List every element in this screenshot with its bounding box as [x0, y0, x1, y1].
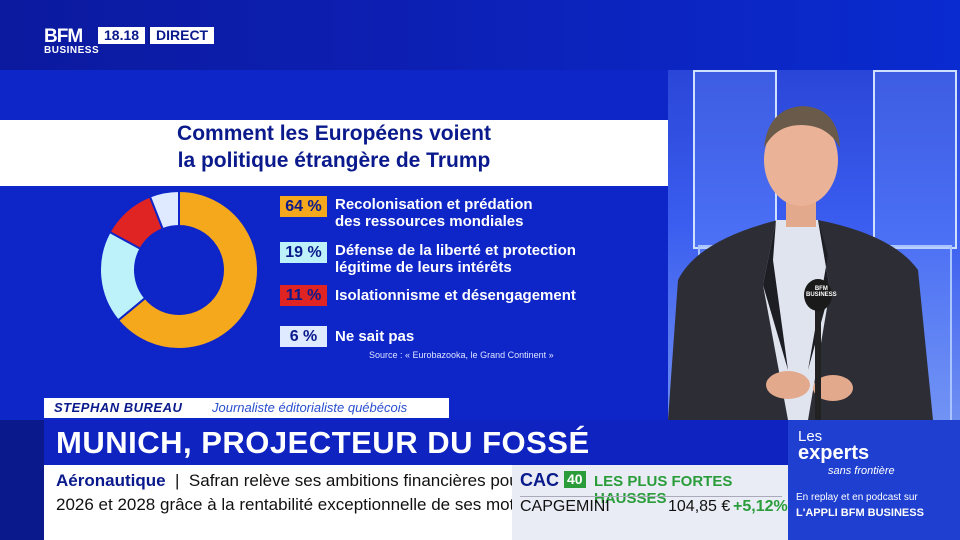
news-ticker: Aéronautique | Safran relève ses ambitio…	[44, 465, 594, 540]
promo-line-3: sans frontière	[828, 465, 895, 477]
legend-percent-badge: 64 %	[280, 196, 327, 217]
market-section-title: LES PLUS FORTES HAUSSES	[594, 473, 733, 507]
legend-percent-badge: 19 %	[280, 242, 327, 263]
chart-title-line-1: Comment les Européens voient	[177, 122, 491, 145]
market-stock-price: 104,85 €	[668, 498, 731, 515]
market-stock-name: CAPGEMINI	[520, 498, 610, 515]
market-box: CAC 40 LES PLUS FORTES HAUSSES CAPGEMINI…	[512, 465, 788, 540]
legend-label-line-1: Recolonisation et prédation	[335, 196, 533, 213]
promo-line-5: L'APPLI BFM BUSINESS	[796, 507, 924, 519]
chart-title-line-2: la politique étrangère de Trump	[177, 149, 491, 172]
legend-label: Ne sait pas	[335, 328, 595, 345]
market-index-number: 40	[564, 471, 586, 488]
legend-label: Recolonisation et prédation des ressource…	[335, 196, 595, 230]
legend-label-line-2: légitime de leurs intérêts	[335, 259, 512, 276]
donut-slice-1	[116, 189, 259, 350]
headline-banner: MUNICH, PROJECTEUR DU FOSSÉ TRANSATLANTI…	[44, 420, 788, 505]
guest-speaker-figure	[668, 106, 933, 420]
studio-backdrop-panel	[873, 70, 957, 249]
market-stock-change: +5,12%	[733, 498, 788, 515]
legend-label: Isolationnisme et désengagement	[335, 287, 595, 304]
legend-label-line-1: Ne sait pas	[335, 328, 415, 345]
speaker-name: STEPHAN BUREAU	[44, 398, 206, 418]
market-index: CAC	[520, 470, 559, 490]
mic-logo: BFM BUSINESS	[806, 286, 837, 298]
studio-camera-view: BFM BUSINESS	[668, 70, 960, 420]
chart-title-box	[0, 120, 668, 186]
ticker-text-line-1: Safran relève ses ambitions financières …	[188, 471, 525, 490]
ticker-line-1: Aéronautique | Safran relève ses ambitio…	[56, 471, 524, 491]
studio-backdrop-panel	[693, 70, 777, 249]
ticker-separator: |	[170, 471, 185, 490]
show-promo: Les experts sans frontière En replay et …	[788, 420, 960, 540]
legend-label-line-2: des ressources mondiales	[335, 213, 524, 230]
promo-line-4: En replay et en podcast sur	[796, 492, 918, 503]
logo-brand-bottom: BUSINESS	[44, 45, 100, 56]
promo-line-1: Les	[798, 428, 823, 445]
speaker-role: Journaliste éditorialiste québécois	[206, 398, 449, 418]
chart-graphic-panel: Comment les Européens voient la politiqu…	[0, 70, 668, 420]
donut-chart	[99, 189, 259, 350]
mic-logo-bottom: BUSINESS	[806, 292, 837, 298]
live-badge: DIRECT	[148, 27, 215, 44]
clock-time: 18.18	[98, 27, 146, 44]
legend-percent-badge: 11 %	[280, 285, 327, 306]
ticker-text-line-2: 2026 et 2028 grâce à la rentabilité exce…	[56, 495, 594, 514]
promo-line-2: experts	[798, 442, 870, 464]
donut-slice-4	[148, 189, 180, 231]
chart-source: Source : « Eurobazooka, le Grand Contine…	[369, 350, 554, 360]
mic-logo-top: BFM	[814, 286, 828, 292]
legend-percent-badge: 6 %	[280, 326, 327, 347]
legend-label-line-1: Défense de la liberté et protection	[335, 242, 576, 259]
market-index-label: CAC 40	[520, 470, 586, 491]
logo-brand-top: BFM	[44, 26, 83, 47]
ticker-category: Aéronautique	[56, 471, 166, 490]
bfm-business-logo: BFM BUSINESS	[44, 27, 99, 56]
legend-label: Défense de la liberté et protection légit…	[335, 242, 595, 276]
market-divider	[520, 496, 782, 497]
legend-label-line-1: Isolationnisme et désengagement	[335, 287, 576, 304]
